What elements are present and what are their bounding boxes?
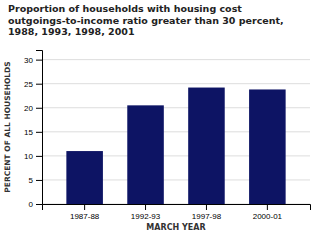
x-tick-label: 1987-88 — [70, 212, 100, 221]
y-tick-mark — [36, 108, 42, 109]
x-tick: 2000-01 — [253, 204, 283, 221]
bar — [249, 89, 286, 204]
grid-line — [42, 83, 310, 84]
title-line: outgoings-to-income ratio greater than 3… — [8, 15, 284, 26]
y-tick: 0 — [29, 200, 42, 209]
x-tick-label: 2000-01 — [253, 212, 283, 221]
plot: 1987-88 1992-93 1997-98 2000-01 0 5 10 15 20 25 30 — [24, 51, 310, 221]
chart: Proportion of households with housing co… — [0, 0, 320, 234]
y-tick-label: 0 — [29, 200, 34, 209]
y-tick-label: 30 — [24, 56, 33, 65]
bars — [66, 88, 285, 204]
y-tick-mark — [36, 156, 42, 157]
y-axis-label: PERCENT OF ALL HOUSEHOLDS — [3, 61, 12, 192]
x-tick-label: 1997-98 — [192, 212, 222, 221]
y-tick: 20 — [24, 104, 42, 113]
y-tick: 25 — [24, 80, 42, 89]
y-tick-mark — [36, 180, 42, 181]
y-tick-label: 25 — [24, 80, 33, 89]
y-tick-label: 20 — [24, 104, 33, 113]
x-tick: 1992-93 — [131, 204, 161, 221]
y-axis-line — [36, 51, 43, 205]
y-tick: 10 — [24, 152, 42, 161]
x-axis: 1987-88 1992-93 1997-98 2000-01 — [43, 204, 311, 221]
x-tick-mark — [145, 204, 146, 210]
x-axis-label: MARCH YEAR — [146, 223, 205, 232]
grid — [42, 60, 310, 204]
y-tick: 5 — [29, 176, 42, 185]
x-axis-line — [43, 205, 311, 211]
bar — [188, 88, 225, 204]
y-tick: 15 — [24, 128, 42, 137]
y-tick: 30 — [24, 56, 42, 65]
x-tick: 1987-88 — [70, 204, 100, 221]
y-axis: 0 5 10 15 20 25 30 — [24, 51, 42, 210]
title-line: Proportion of households with housing co… — [8, 3, 242, 14]
title: Proportion of households with housing co… — [8, 3, 284, 37]
chart-container: Proportion of households with housing co… — [0, 0, 320, 234]
y-tick-label: 15 — [24, 128, 33, 137]
bar — [127, 105, 164, 204]
x-tick-mark — [206, 204, 207, 210]
y-tick-mark — [36, 204, 42, 205]
y-tick-mark — [36, 132, 42, 133]
grid-line — [42, 59, 310, 60]
y-tick-mark — [36, 60, 42, 61]
title-line: 1988, 1993, 1998, 2001 — [8, 26, 135, 37]
x-tick-label: 1992-93 — [131, 212, 161, 221]
y-tick-label: 10 — [24, 152, 33, 161]
x-tick-mark — [267, 204, 268, 210]
bar — [66, 151, 103, 204]
y-tick-label: 5 — [29, 176, 34, 185]
x-tick: 1997-98 — [192, 204, 222, 221]
x-tick-mark — [84, 204, 85, 210]
y-tick-mark — [36, 84, 42, 85]
